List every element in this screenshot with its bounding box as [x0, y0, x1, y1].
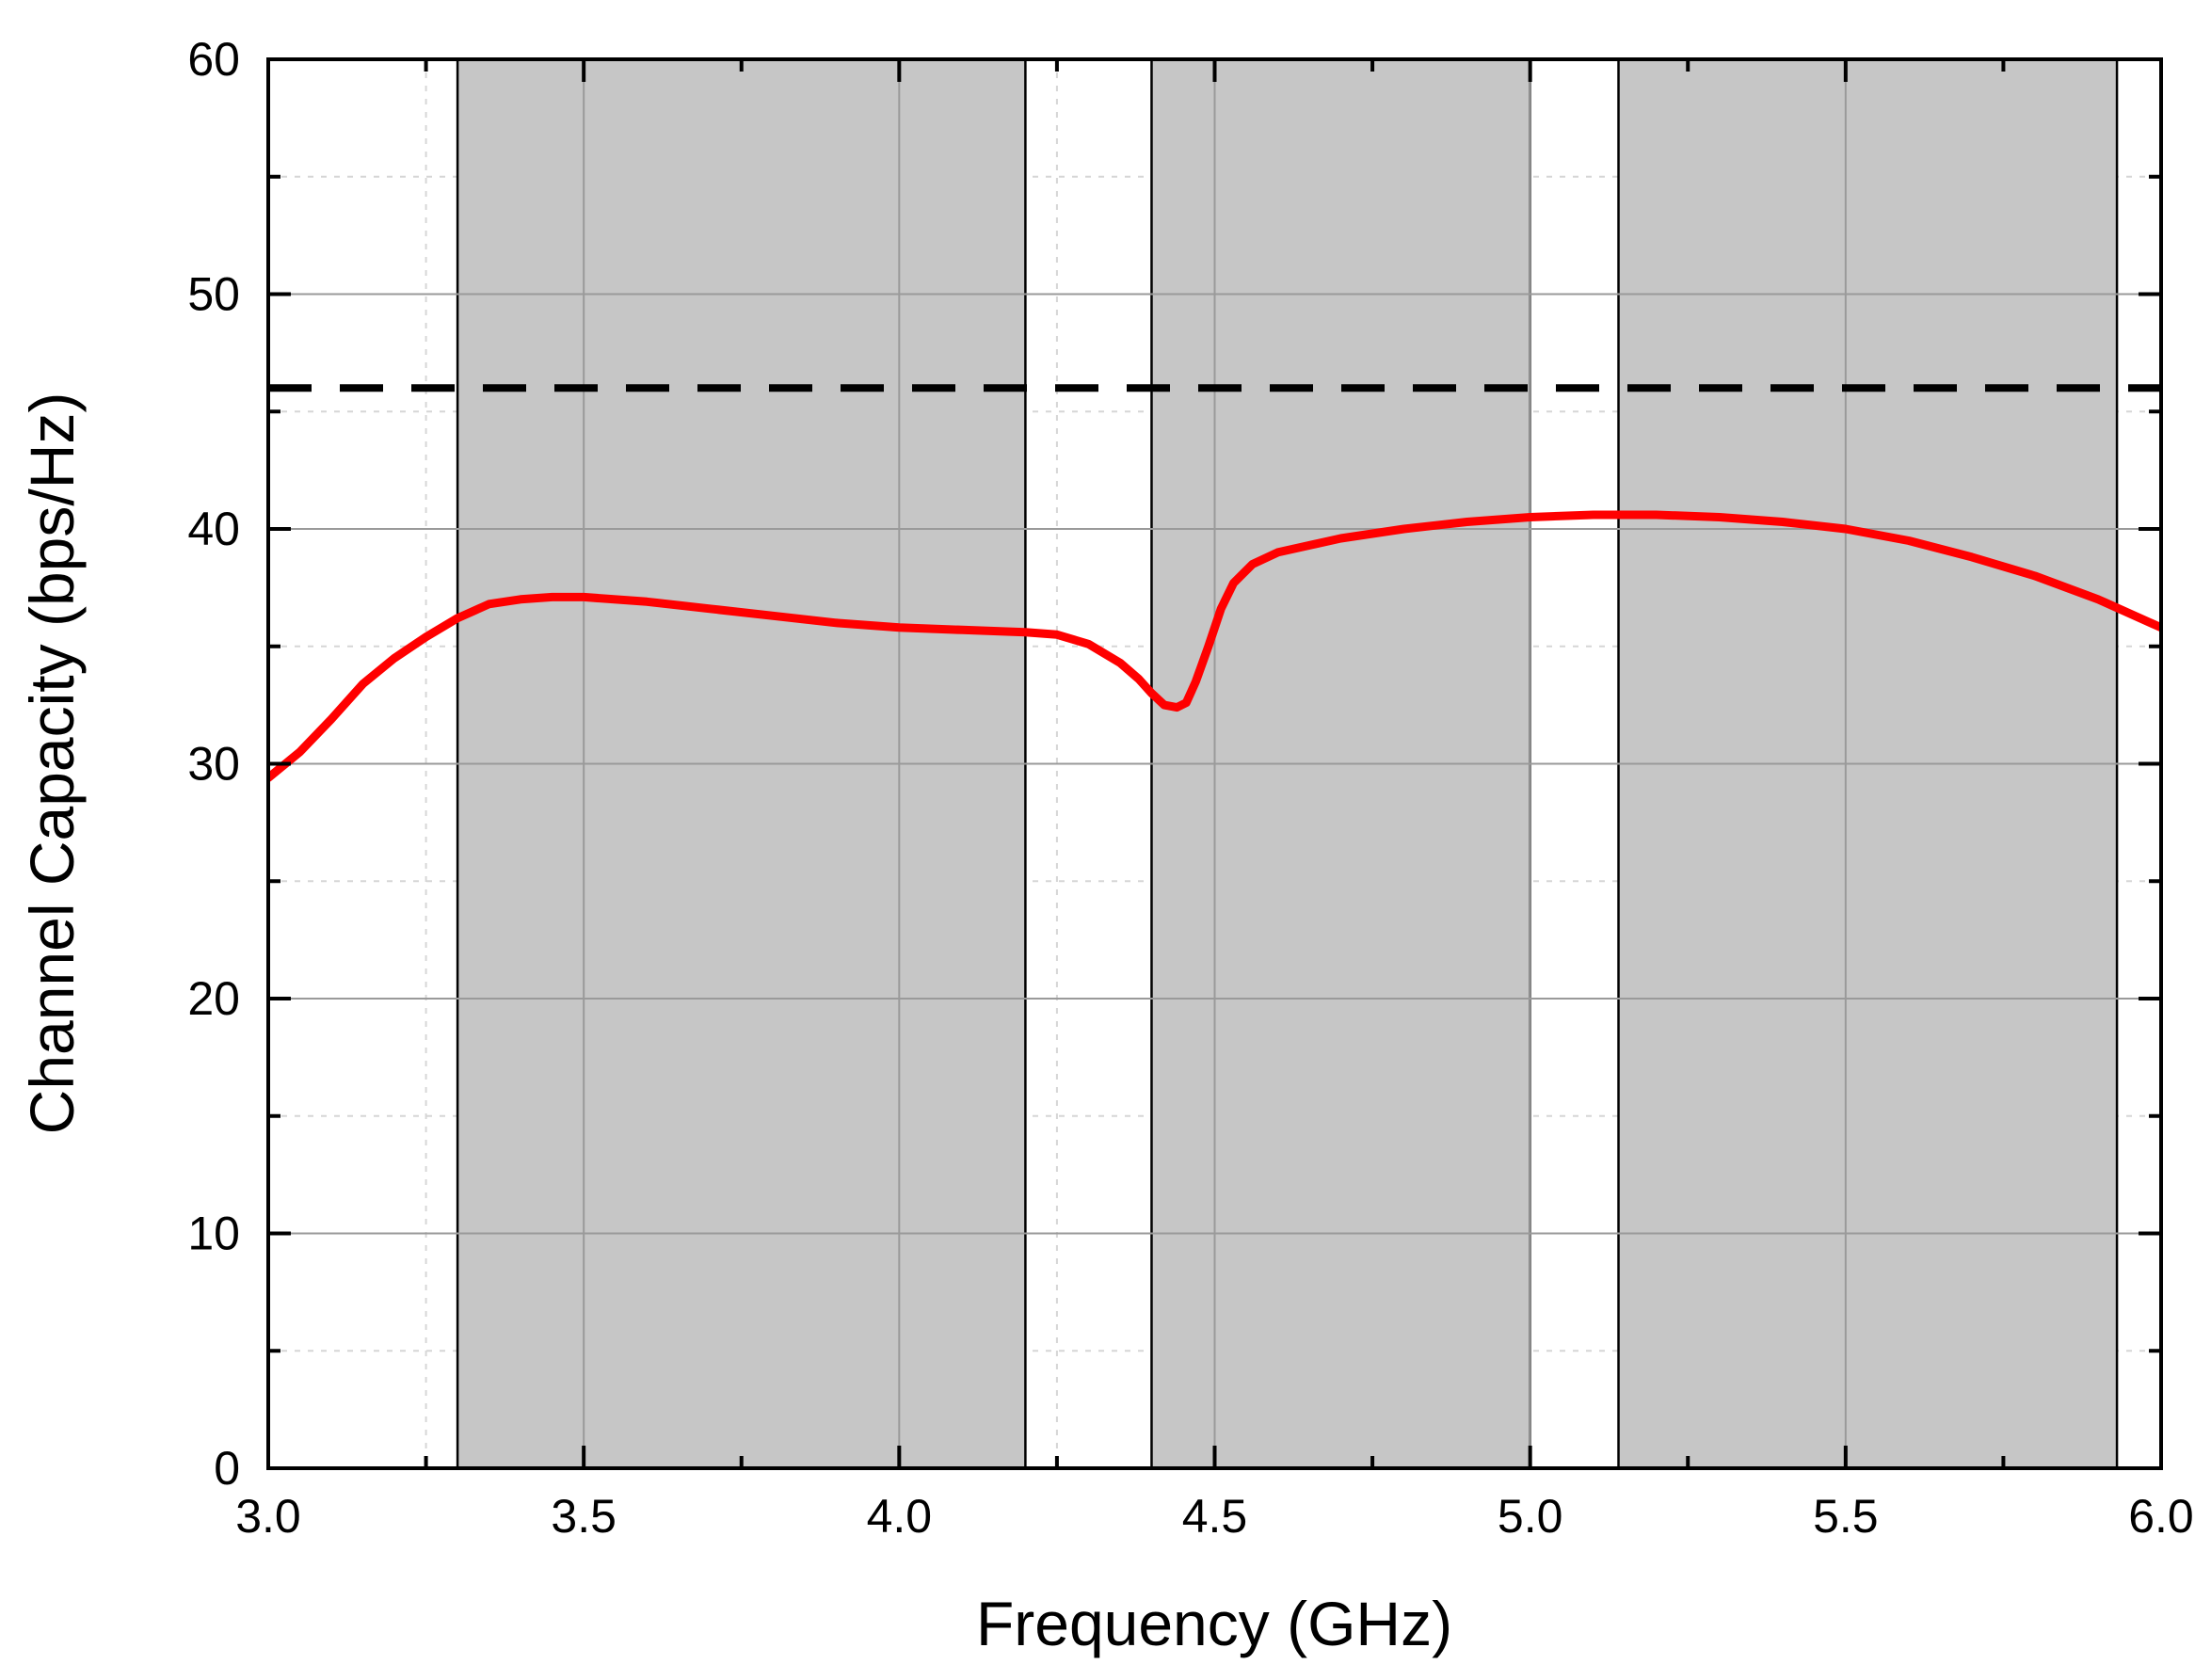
series-group: [268, 510, 2161, 782]
x-tick-label: 5.0: [1498, 1490, 1563, 1543]
y-tick-label: 10: [187, 1208, 240, 1260]
y-tick-label: 30: [187, 738, 240, 791]
y-tick-label: 60: [187, 33, 240, 86]
x-axis-title: Frequency (GHz): [976, 1589, 1452, 1658]
major-grid: [268, 59, 2161, 1468]
y-axis-title: Channel Capacity (bps/Hz): [17, 392, 87, 1135]
axis-ticks: [266, 57, 2163, 1470]
x-tick-label: 3.5: [551, 1490, 617, 1543]
x-tick-label: 3.0: [235, 1490, 301, 1543]
y-tick-label: 50: [187, 268, 240, 321]
x-tick-label: 4.5: [1182, 1490, 1248, 1543]
y-tick-labels: 0 10 20 30 40 50 60: [187, 33, 240, 1495]
y-tick-label: 40: [187, 503, 240, 555]
x-tick-label: 5.5: [1813, 1490, 1879, 1543]
y-tick-label: 0: [214, 1442, 240, 1495]
series-line: [268, 510, 2161, 782]
x-tick-label: 6.0: [2128, 1490, 2194, 1543]
x-tick-labels: 3.0 3.5 4.0 4.5 5.0 5.5 6.0: [235, 1490, 2194, 1543]
x-tick-label: 4.0: [867, 1490, 933, 1543]
y-tick-label: 20: [187, 972, 240, 1025]
